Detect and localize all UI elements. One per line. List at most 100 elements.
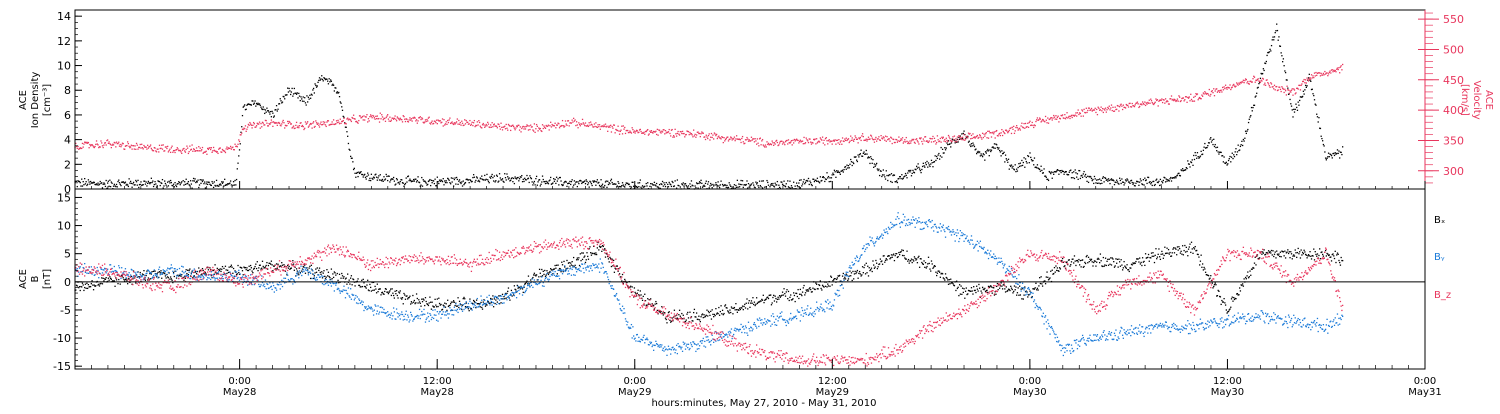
bx-series-point bbox=[850, 272, 853, 274]
density-series-point bbox=[905, 174, 907, 177]
velocity-series-point bbox=[1265, 79, 1267, 81]
density-series-point bbox=[887, 175, 890, 177]
bx-series-point bbox=[262, 265, 264, 268]
velocity-series-point bbox=[1051, 119, 1053, 121]
velocity-series-point bbox=[738, 138, 740, 141]
bx-series-point bbox=[201, 267, 204, 270]
density-series-point bbox=[880, 170, 882, 172]
density-series-point bbox=[1340, 151, 1342, 154]
velocity-series-point bbox=[405, 118, 407, 120]
density-series-point bbox=[570, 181, 573, 183]
density-series-point bbox=[690, 186, 692, 188]
density-series-point bbox=[1164, 177, 1166, 179]
velocity-series-point bbox=[1284, 88, 1286, 90]
velocity-series-point bbox=[1131, 102, 1133, 105]
velocity-series-point bbox=[495, 125, 498, 127]
bx-series-point bbox=[450, 301, 453, 303]
velocity-series-point bbox=[520, 131, 522, 133]
bx-series-point bbox=[809, 287, 811, 289]
density-series-point bbox=[638, 182, 641, 184]
bx-series-point bbox=[1133, 262, 1135, 265]
velocity-series-point bbox=[518, 124, 520, 126]
bx-series-point bbox=[1057, 270, 1059, 272]
bx-series-point bbox=[1043, 280, 1045, 282]
density-series-point bbox=[1324, 151, 1326, 153]
bx-series-point bbox=[620, 276, 622, 278]
velocity-series-point bbox=[901, 139, 903, 141]
bx-series-point bbox=[1048, 278, 1050, 280]
density-series-point bbox=[1286, 79, 1288, 81]
density-series-point bbox=[1181, 169, 1183, 172]
density-series-point bbox=[679, 186, 681, 188]
velocity-series-point bbox=[506, 127, 508, 129]
bx-series-point bbox=[507, 287, 510, 289]
bx-series-point bbox=[1094, 260, 1096, 262]
velocity-series-point bbox=[598, 124, 601, 126]
velocity-series-point bbox=[744, 142, 746, 144]
density-series-point bbox=[228, 183, 230, 185]
velocity-series-point bbox=[570, 122, 573, 124]
density-series-point bbox=[495, 180, 497, 182]
density-series-point bbox=[577, 181, 579, 183]
velocity-series-point bbox=[1027, 126, 1030, 128]
density-series-point bbox=[689, 183, 691, 185]
density-series-point bbox=[684, 183, 687, 185]
velocity-series-point bbox=[960, 137, 962, 139]
velocity-series-point bbox=[938, 140, 940, 143]
bx-series-point bbox=[639, 290, 641, 292]
velocity-series-point bbox=[1221, 91, 1223, 93]
velocity-series-point bbox=[1256, 79, 1258, 82]
velocity-series-point bbox=[181, 152, 183, 155]
density-series-point bbox=[147, 180, 150, 183]
bx-series-point bbox=[881, 260, 883, 262]
density-series-point bbox=[516, 177, 518, 179]
density-series-point bbox=[976, 151, 979, 153]
velocity-series-point bbox=[590, 121, 592, 123]
density-series-point bbox=[509, 180, 511, 182]
velocity-series-point bbox=[620, 129, 622, 131]
bx-series-point bbox=[773, 294, 775, 297]
velocity-series-point bbox=[1127, 104, 1129, 106]
density-series-point bbox=[425, 182, 427, 184]
velocity-series-point bbox=[837, 142, 839, 144]
bx-series-point bbox=[636, 292, 639, 294]
bx-series-point bbox=[791, 299, 793, 301]
bx-series-point bbox=[393, 297, 396, 299]
velocity-series-point bbox=[524, 128, 527, 130]
velocity-series-point bbox=[1037, 119, 1039, 122]
bx-series-point bbox=[604, 256, 607, 258]
bx-series-point bbox=[379, 288, 381, 290]
velocity-series-point bbox=[861, 133, 864, 135]
velocity-series-point bbox=[324, 124, 327, 126]
density-series-point bbox=[515, 177, 517, 180]
density-series-point bbox=[787, 186, 790, 188]
velocity-series-point bbox=[555, 127, 557, 129]
bx-series-point bbox=[382, 293, 384, 295]
density-series-point bbox=[735, 186, 738, 188]
velocity-series-point bbox=[934, 140, 936, 142]
bx-series-point bbox=[86, 287, 89, 290]
bx-series-point bbox=[951, 281, 953, 284]
density-series-point bbox=[207, 183, 209, 186]
velocity-series-point bbox=[458, 123, 461, 125]
velocity-series-point bbox=[628, 131, 630, 134]
bx-series-point bbox=[567, 262, 570, 264]
density-series-point bbox=[453, 178, 456, 181]
bx-series-point bbox=[257, 269, 259, 272]
velocity-series-point bbox=[1292, 94, 1294, 96]
velocity-series-point bbox=[348, 118, 350, 120]
bx-series-point bbox=[481, 306, 483, 309]
density-series-point bbox=[140, 181, 142, 183]
bx-series-point bbox=[492, 306, 495, 308]
bx-series-point bbox=[566, 259, 568, 262]
velocity-series-point bbox=[772, 142, 774, 144]
velocity-series-point bbox=[307, 126, 310, 128]
velocity-series-point bbox=[635, 130, 637, 133]
bx-series-point bbox=[879, 258, 882, 260]
density-series-point bbox=[747, 187, 749, 189]
velocity-series-point bbox=[1147, 101, 1149, 104]
density-series-point bbox=[972, 142, 974, 144]
velocity-series-point bbox=[530, 126, 533, 128]
density-series-point bbox=[1207, 145, 1209, 147]
density-series-point bbox=[870, 156, 872, 158]
